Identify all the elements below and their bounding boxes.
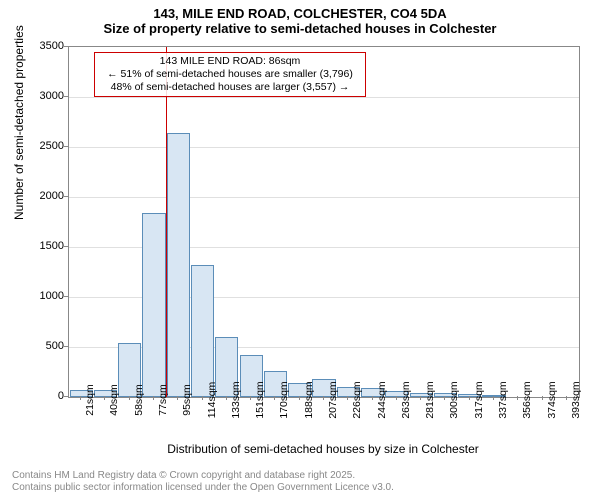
x-tick-label: 58sqm [133, 384, 145, 416]
footer-line2: Contains public sector information licen… [12, 482, 394, 494]
reference-line [166, 47, 167, 397]
x-tick-label: 21sqm [84, 384, 96, 416]
x-tick-label: 114sqm [206, 382, 218, 419]
property-size-chart: 143, MILE END ROAD, COLCHESTER, CO4 5DA … [0, 0, 600, 500]
x-tick-label: 393sqm [570, 381, 582, 418]
x-tick-label: 40sqm [108, 384, 120, 416]
chart-title-main: 143, MILE END ROAD, COLCHESTER, CO4 5DA [0, 0, 600, 21]
y-tick-label: 1500 [24, 240, 64, 252]
x-axis-title: Distribution of semi-detached houses by … [68, 442, 578, 456]
x-tick-label: 170sqm [278, 381, 290, 418]
callout-line2: ← 51% of semi-detached houses are smalle… [99, 68, 361, 81]
x-tick-label: 151sqm [254, 381, 266, 418]
x-tick-label: 133sqm [230, 381, 242, 418]
x-tick-label: 207sqm [327, 381, 339, 418]
x-tick-label: 337sqm [497, 381, 509, 418]
x-tick-label: 226sqm [351, 381, 363, 418]
chart-title-sub: Size of property relative to semi-detach… [0, 21, 600, 40]
histogram-bar [191, 265, 214, 397]
plot-area: 143 MILE END ROAD: 86sqm ← 51% of semi-d… [68, 46, 580, 398]
footer-attribution: Contains HM Land Registry data © Crown c… [12, 470, 394, 494]
x-tick-label: 300sqm [448, 381, 460, 418]
y-tick-label: 500 [24, 340, 64, 352]
x-tick-label: 281sqm [424, 381, 436, 418]
x-tick-label: 95sqm [181, 384, 193, 416]
x-tick-label: 317sqm [473, 381, 485, 418]
y-tick-label: 2000 [24, 190, 64, 202]
x-tick-label: 356sqm [521, 381, 533, 418]
x-tick-label: 188sqm [303, 381, 315, 418]
callout-line3: 48% of semi-detached houses are larger (… [99, 81, 361, 94]
y-tick-label: 3500 [24, 40, 64, 52]
x-tick-label: 374sqm [546, 381, 558, 418]
y-tick-label: 3000 [24, 90, 64, 102]
y-tick-label: 2500 [24, 140, 64, 152]
histogram-bar [142, 213, 165, 397]
histogram-bar [167, 133, 190, 397]
callout-line1: 143 MILE END ROAD: 86sqm [99, 55, 361, 68]
footer-line1: Contains HM Land Registry data © Crown c… [12, 470, 394, 482]
y-tick-label: 1000 [24, 290, 64, 302]
x-tick-label: 244sqm [376, 381, 388, 418]
x-tick-label: 263sqm [400, 381, 412, 418]
callout-box: 143 MILE END ROAD: 86sqm ← 51% of semi-d… [94, 52, 366, 97]
x-tick-label: 77sqm [157, 384, 169, 416]
y-tick-label: 0 [24, 390, 64, 402]
